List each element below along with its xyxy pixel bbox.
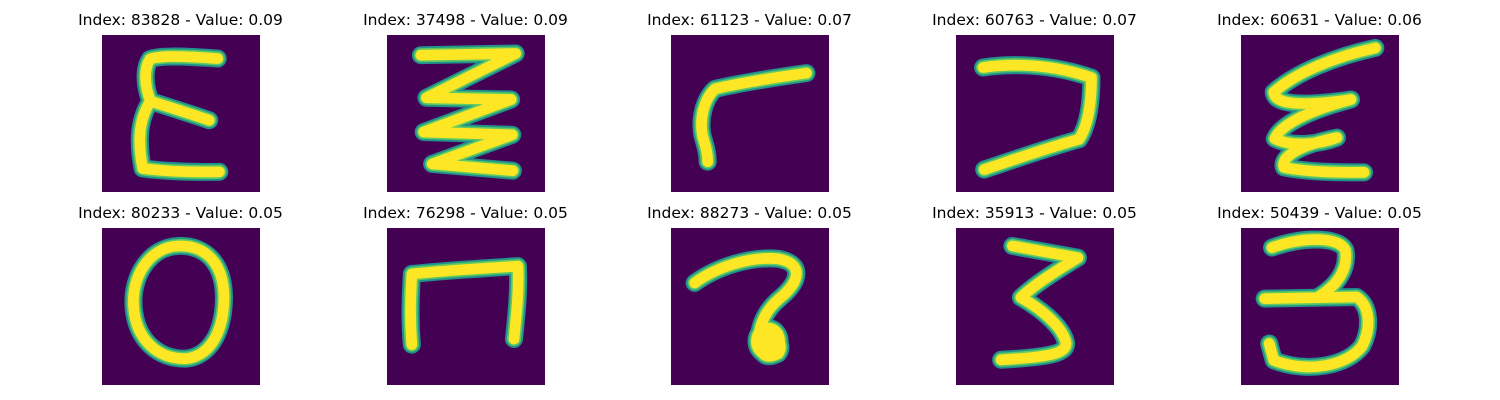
panel-title: Index: 37498 - Value: 0.09	[363, 11, 568, 29]
digit-glyph-icon	[956, 228, 1114, 385]
digit-glyph-icon	[387, 35, 545, 192]
panel-title: Index: 88273 - Value: 0.05	[647, 204, 852, 222]
panel: Index: 50439 - Value: 0.05	[1177, 193, 1462, 386]
panel-title: Index: 60631 - Value: 0.06	[1217, 11, 1422, 29]
panel-title: Index: 76298 - Value: 0.05	[363, 204, 568, 222]
panel-title: Index: 35913 - Value: 0.05	[932, 204, 1137, 222]
digit-glyph-icon	[102, 35, 260, 192]
panel: Index: 88273 - Value: 0.05	[607, 193, 892, 386]
panel-title: Index: 83828 - Value: 0.09	[78, 11, 283, 29]
digit-glyph-icon	[1241, 228, 1399, 385]
panel: Index: 35913 - Value: 0.05	[892, 193, 1177, 386]
panel-title: Index: 80233 - Value: 0.05	[78, 204, 283, 222]
digit-glyph-icon	[387, 228, 545, 385]
panel: Index: 60631 - Value: 0.06	[1177, 0, 1462, 193]
digit-glyph-icon	[671, 228, 829, 385]
panel: Index: 83828 - Value: 0.09	[38, 0, 323, 193]
panel-title: Index: 61123 - Value: 0.07	[647, 11, 852, 29]
panel-title: Index: 50439 - Value: 0.05	[1217, 204, 1422, 222]
panel: Index: 61123 - Value: 0.07	[607, 0, 892, 193]
digit-glyph-icon	[102, 228, 260, 385]
panel: Index: 37498 - Value: 0.09	[323, 0, 608, 193]
digit-glyph-icon	[956, 35, 1114, 192]
digit-glyph-icon	[671, 35, 829, 192]
panel-title: Index: 60763 - Value: 0.07	[932, 11, 1137, 29]
digit-glyph-icon	[1241, 35, 1399, 192]
panel: Index: 76298 - Value: 0.05	[323, 193, 608, 386]
panel: Index: 80233 - Value: 0.05	[38, 193, 323, 386]
panel: Index: 60763 - Value: 0.07	[892, 0, 1177, 193]
